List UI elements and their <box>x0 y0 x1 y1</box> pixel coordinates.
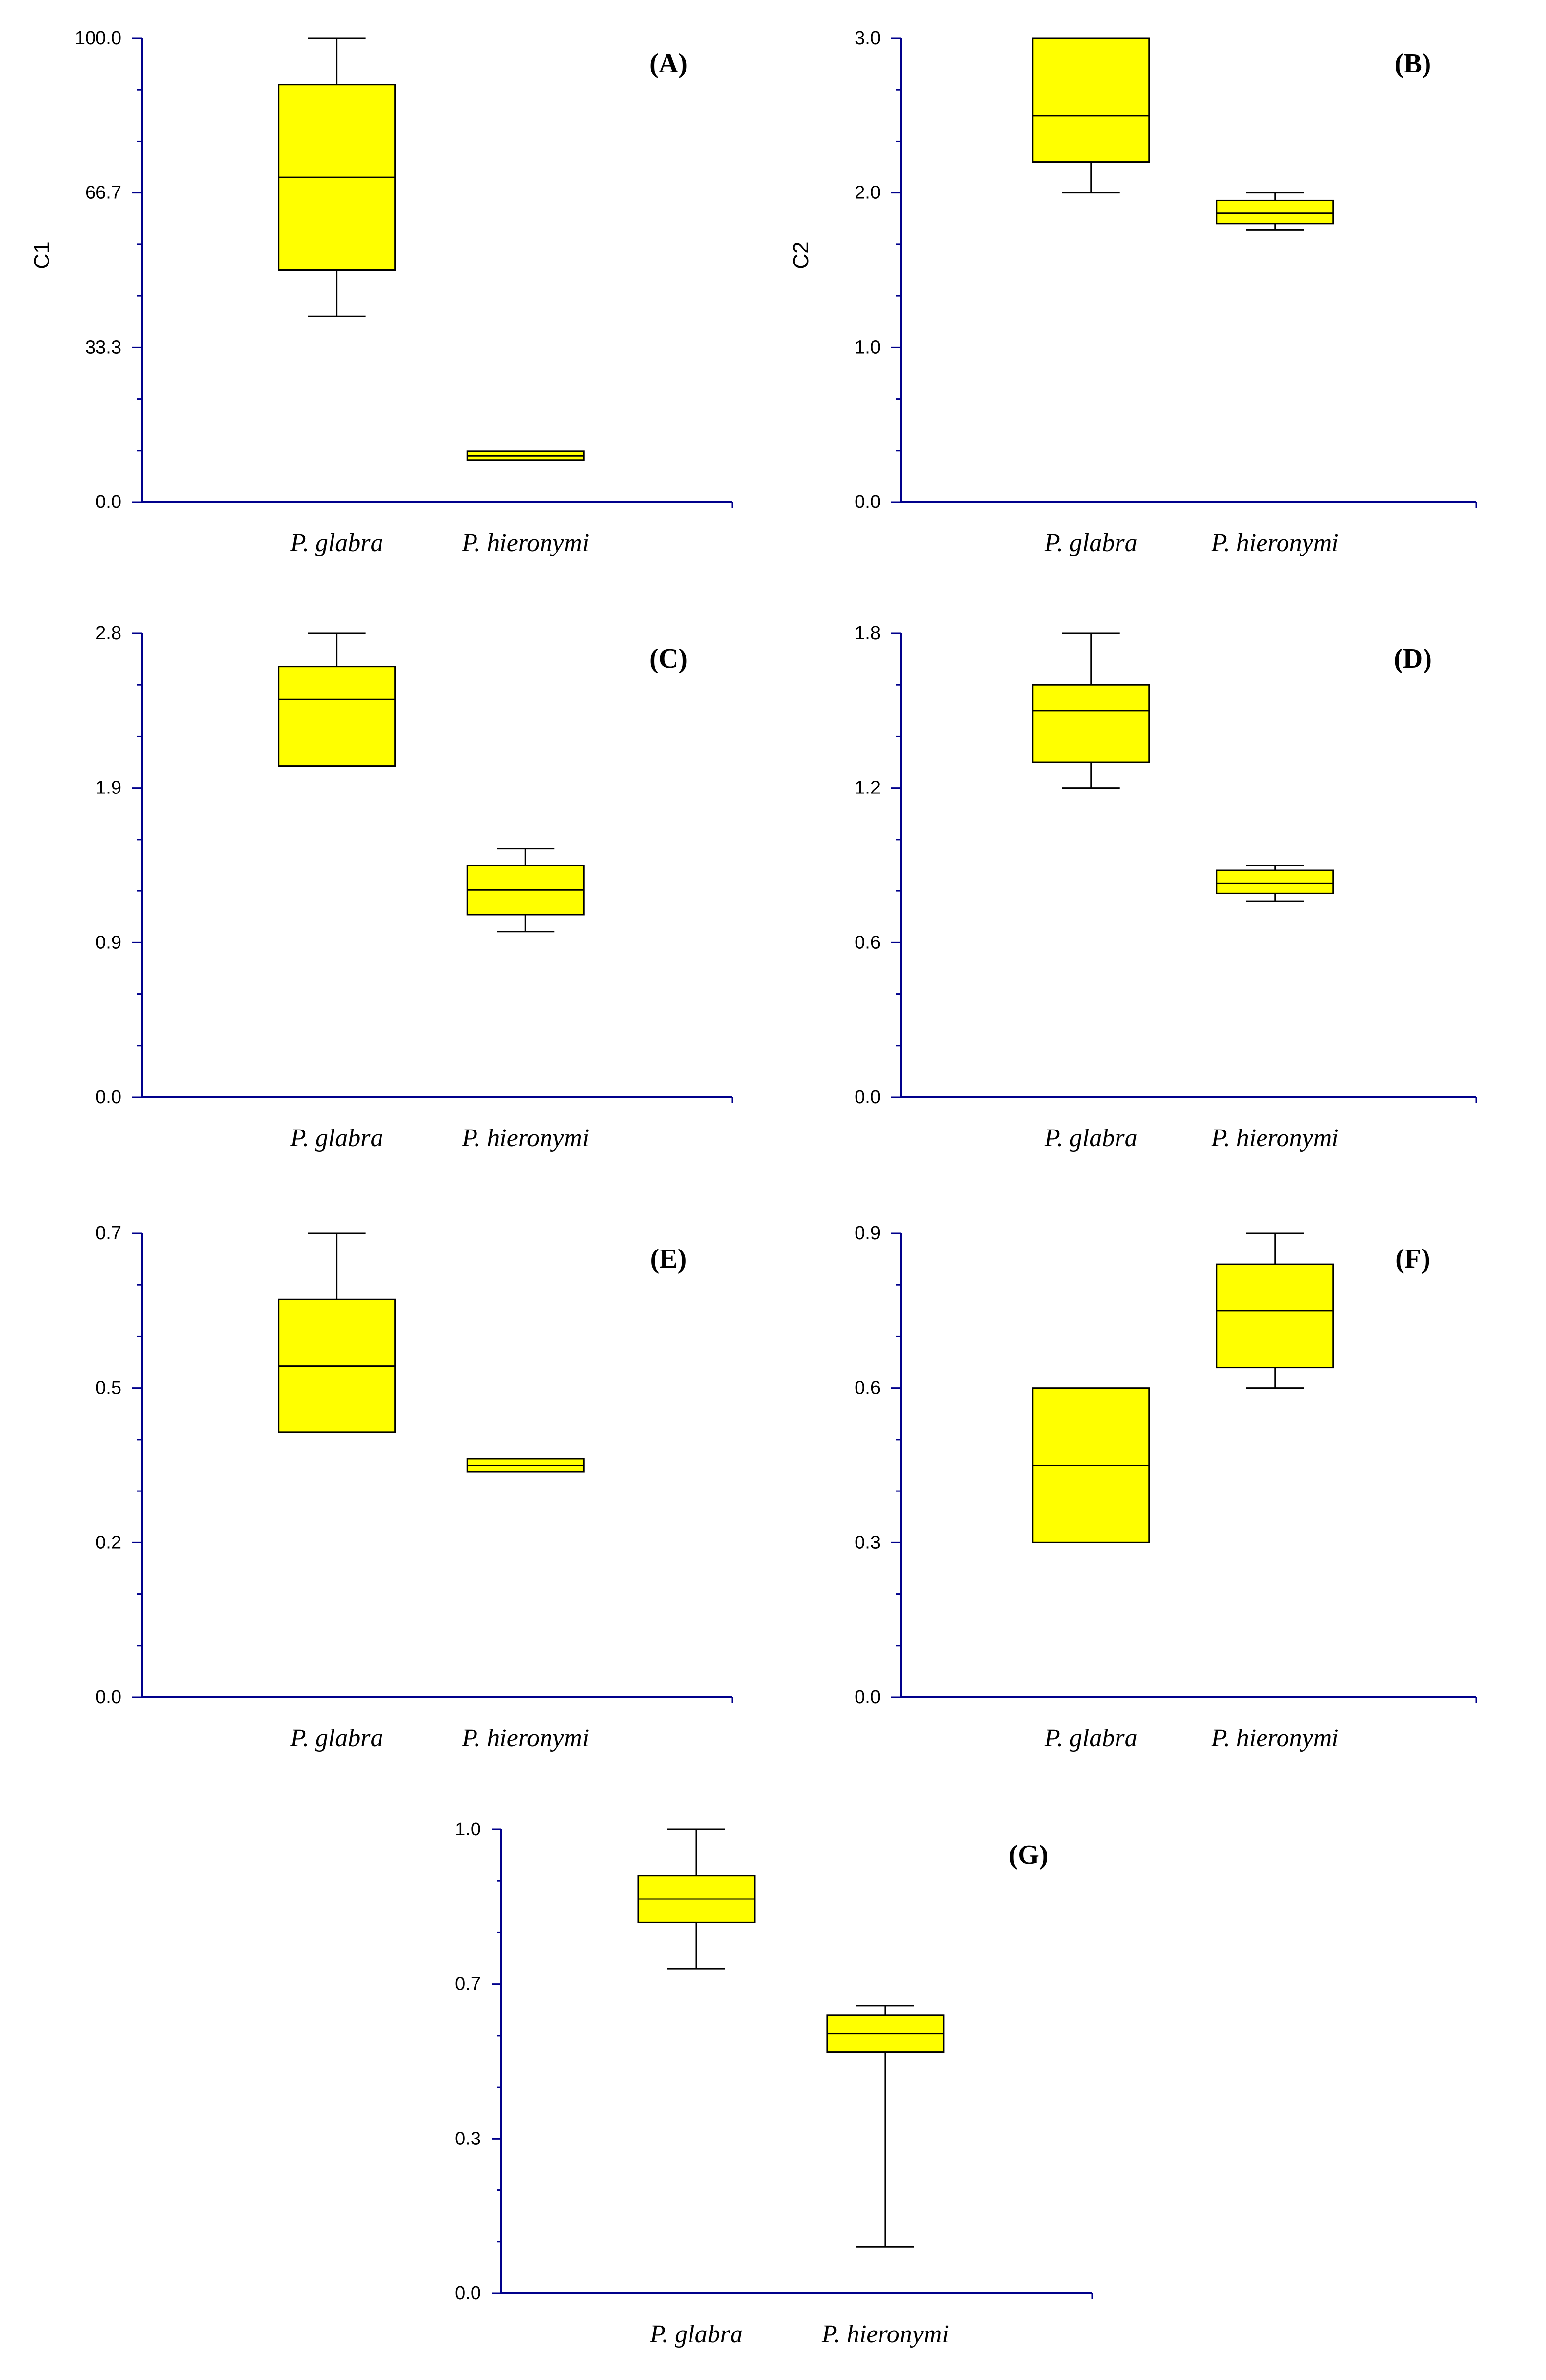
y-tick-label: 33.3 <box>85 337 121 358</box>
y-tick-label: 0.5 <box>95 1378 121 1398</box>
x-category-label: P. glabra <box>290 1724 383 1752</box>
y-tick-label: 0.0 <box>95 492 121 512</box>
y-tick-label: 2.0 <box>855 183 880 203</box>
box-p-hieronymi <box>466 450 585 461</box>
chart-panel-2: 0.0 1.0 2.0 3.0 C2 (B) P. glabra P. hieronymi <box>789 28 1477 557</box>
y-tick-label: 1.0 <box>855 337 880 358</box>
box-p-hieronymi <box>466 1458 585 1473</box>
y-tick-label: 0.9 <box>95 932 121 953</box>
box-p-glabra <box>1032 37 1150 194</box>
panel-label: (C) <box>649 644 688 674</box>
box-p-glabra <box>1032 1387 1150 1543</box>
y-axis-label: C1 <box>30 241 54 269</box>
y-tick-label: 1.0 <box>455 1819 481 1840</box>
box-p-hieronymi <box>826 2005 945 2248</box>
iqr-box <box>1032 684 1150 763</box>
y-tick-label: 0.2 <box>95 1532 121 1553</box>
x-category-label: P. hieronymi <box>461 1724 589 1752</box>
panel-label: (E) <box>650 1244 687 1274</box>
chart-panel-7: 0.0 0.3 0.7 1.0 (G) P. glabra P. hieronymi <box>455 1819 1093 2348</box>
x-category-label: P. glabra <box>290 529 383 557</box>
y-axis-label: C2 <box>789 241 813 269</box>
x-category-label: P. hieronymi <box>1211 1724 1339 1752</box>
box-p-glabra <box>637 1828 756 1970</box>
y-tick-label: 0.6 <box>855 932 880 953</box>
y-tick-label: 66.7 <box>85 183 121 203</box>
y-tick-label: 100.0 <box>75 28 121 48</box>
y-tick-label: 3.0 <box>855 28 880 48</box>
x-category-label: P. hieronymi <box>461 529 589 557</box>
x-category-label: P. glabra <box>1044 529 1138 557</box>
panel-label: (A) <box>649 48 688 79</box>
panel-label: (D) <box>1394 644 1432 674</box>
chart-panel-6: 0.0 0.3 0.6 0.9 (F) P. glabra P. hieronymi <box>855 1223 1477 1752</box>
panel-label: (B) <box>1395 48 1431 79</box>
box-p-glabra <box>278 1232 396 1433</box>
y-tick-label: 0.9 <box>855 1223 880 1244</box>
y-tick-label: 0.0 <box>855 1687 880 1707</box>
x-category-label: P. glabra <box>1044 1124 1138 1152</box>
x-category-label: P. glabra <box>1044 1724 1138 1752</box>
y-tick-label: 0.0 <box>95 1687 121 1707</box>
x-category-label: P. glabra <box>290 1124 383 1152</box>
y-tick-label: 0.0 <box>855 1087 880 1107</box>
iqr-box <box>1216 869 1334 894</box>
chart-panel-5: 0.0 0.2 0.5 0.7 (E) P. glabra P. hieronymi <box>95 1223 733 1752</box>
y-tick-label: 0.0 <box>455 2283 481 2304</box>
y-tick-label: 0.0 <box>855 492 880 512</box>
box-p-glabra <box>278 37 396 317</box>
panel-label: (F) <box>1395 1244 1430 1274</box>
iqr-box <box>1216 1263 1334 1369</box>
panel-label: (G) <box>1009 1840 1048 1870</box>
x-category-label: P. hieronymi <box>1211 1124 1339 1152</box>
y-tick-label: 0.7 <box>455 1974 481 1995</box>
y-tick-label: 1.8 <box>855 623 880 644</box>
y-tick-label: 2.8 <box>95 623 121 644</box>
box-p-glabra <box>278 632 396 767</box>
y-tick-label: 0.0 <box>95 1087 121 1107</box>
iqr-box <box>278 666 396 767</box>
box-p-hieronymi <box>1216 1232 1334 1389</box>
y-tick-label: 0.3 <box>455 2128 481 2149</box>
y-tick-label: 0.7 <box>95 1223 121 1244</box>
box-p-glabra <box>1032 632 1150 789</box>
y-tick-label: 0.3 <box>855 1532 880 1553</box>
x-category-label: P. hieronymi <box>1211 529 1339 557</box>
y-tick-label: 1.2 <box>855 778 880 798</box>
box-p-hieronymi <box>466 848 585 933</box>
chart-panel-3: 0.0 0.9 1.9 2.8 (C) P. glabra P. hieronymi <box>95 623 733 1152</box>
iqr-box <box>1032 37 1150 163</box>
box-p-hieronymi <box>1216 192 1334 231</box>
iqr-box <box>1216 199 1334 225</box>
x-category-label: P. hieronymi <box>821 2320 949 2348</box>
chart-panel-1: 0.0 33.3 66.7 100.0 C1 (A) P. glabra P. hierony… <box>30 28 733 557</box>
y-tick-label: 0.6 <box>855 1378 880 1398</box>
y-tick-label: 1.9 <box>95 778 121 798</box>
box-p-hieronymi <box>1216 865 1334 902</box>
x-category-label: P. glabra <box>649 2320 743 2348</box>
x-category-label: P. hieronymi <box>461 1124 589 1152</box>
chart-panel-4: 0.0 0.6 1.2 1.8 (D) P. glabra P. hieronymi <box>855 623 1477 1152</box>
